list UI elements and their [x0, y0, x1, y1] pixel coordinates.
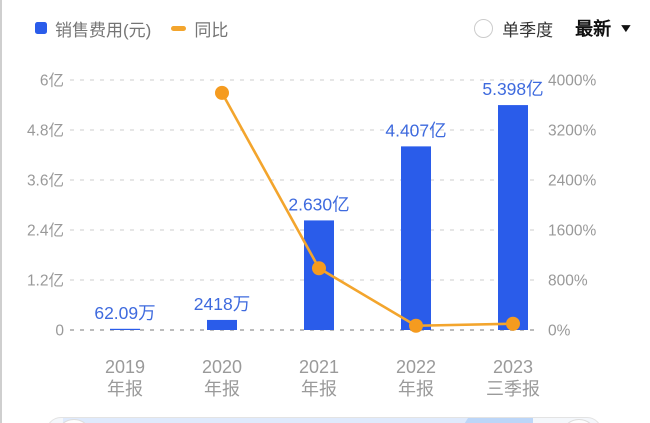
- x-axis-report-label: 年报: [107, 379, 143, 399]
- legend: 销售费用(元) 同比: [35, 16, 228, 41]
- x-axis-year-label: 2023: [493, 357, 533, 377]
- x-axis-report-label: 三季报: [486, 379, 540, 399]
- yoy-line: [220, 92, 514, 328]
- bar-value-label: 4.407亿: [385, 120, 446, 140]
- y-axis-right-tick: 4000%: [548, 73, 596, 90]
- y-axis-left-tick: 3.6亿: [27, 172, 64, 190]
- yoy-line-point[interactable]: [409, 318, 423, 333]
- data-zoom-slider[interactable]: [46, 417, 602, 423]
- y-axis-right-tick: 0%: [548, 323, 571, 340]
- y-axis-left-tick: 1.2亿: [27, 272, 64, 290]
- x-axis-year-label: 2020: [202, 357, 242, 377]
- y-axis-left-tick: 2.4亿: [27, 222, 64, 240]
- line-series-swatch-icon: [171, 25, 187, 31]
- x-axis-year-label: 2021: [299, 357, 339, 377]
- chart-header: 销售费用(元) 同比 单季度 最新 ▼: [35, 13, 635, 43]
- latest-dropdown[interactable]: 最新 ▼: [575, 15, 635, 41]
- bar-value-label: 62.09万: [94, 303, 155, 323]
- y-axis-left-tick: 0: [55, 323, 64, 340]
- yoy-line-point[interactable]: [215, 85, 229, 100]
- y-axis-left-tick: 4.8亿: [27, 122, 64, 140]
- bar-2019[interactable]: [110, 328, 140, 330]
- bar-2022[interactable]: [401, 146, 431, 330]
- legend-item-yoy[interactable]: 同比: [171, 16, 228, 41]
- data-zoom-right-handle[interactable]: [561, 419, 597, 423]
- caret-down-icon: ▼: [618, 21, 635, 35]
- x-axis-report-label: 年报: [301, 379, 337, 399]
- legend-item-sales-expense[interactable]: 销售费用(元): [35, 16, 151, 41]
- x-axis-year-label: 2022: [396, 357, 436, 377]
- bar-value-label: 5.398亿: [482, 79, 543, 99]
- latest-dropdown-label: 最新: [575, 19, 612, 39]
- single-quarter-label: 单季度: [502, 20, 554, 40]
- x-axis-report-label: 年报: [398, 379, 434, 399]
- legend-label: 销售费用(元): [55, 20, 152, 40]
- yoy-line-point[interactable]: [506, 316, 520, 331]
- y-axis-right-tick: 1600%: [548, 223, 596, 240]
- y-axis-left-tick: 6亿: [40, 72, 64, 90]
- data-zoom-shadow: [445, 418, 533, 423]
- data-zoom-window[interactable]: [63, 418, 533, 423]
- y-axis-right-tick: 2400%: [548, 173, 596, 190]
- bar-value-label: 2418万: [194, 294, 250, 314]
- bar-2023[interactable]: [498, 105, 528, 330]
- bar-series-swatch-icon: [35, 22, 47, 34]
- x-axis-report-label: 年报: [204, 379, 240, 399]
- y-axis-right-tick: 800%: [548, 273, 588, 290]
- chart-controls: 单季度 最新 ▼: [474, 15, 635, 41]
- legend-label: 同比: [194, 20, 229, 40]
- single-quarter-radio[interactable]: 单季度: [474, 16, 553, 41]
- yoy-line-point[interactable]: [312, 261, 326, 276]
- bar-value-label: 2.630亿: [288, 194, 349, 214]
- x-axis-year-label: 2019: [105, 357, 145, 377]
- radio-circle-icon[interactable]: [474, 18, 494, 38]
- bar-2020[interactable]: [207, 319, 237, 330]
- y-axis-right-tick: 3200%: [548, 123, 596, 140]
